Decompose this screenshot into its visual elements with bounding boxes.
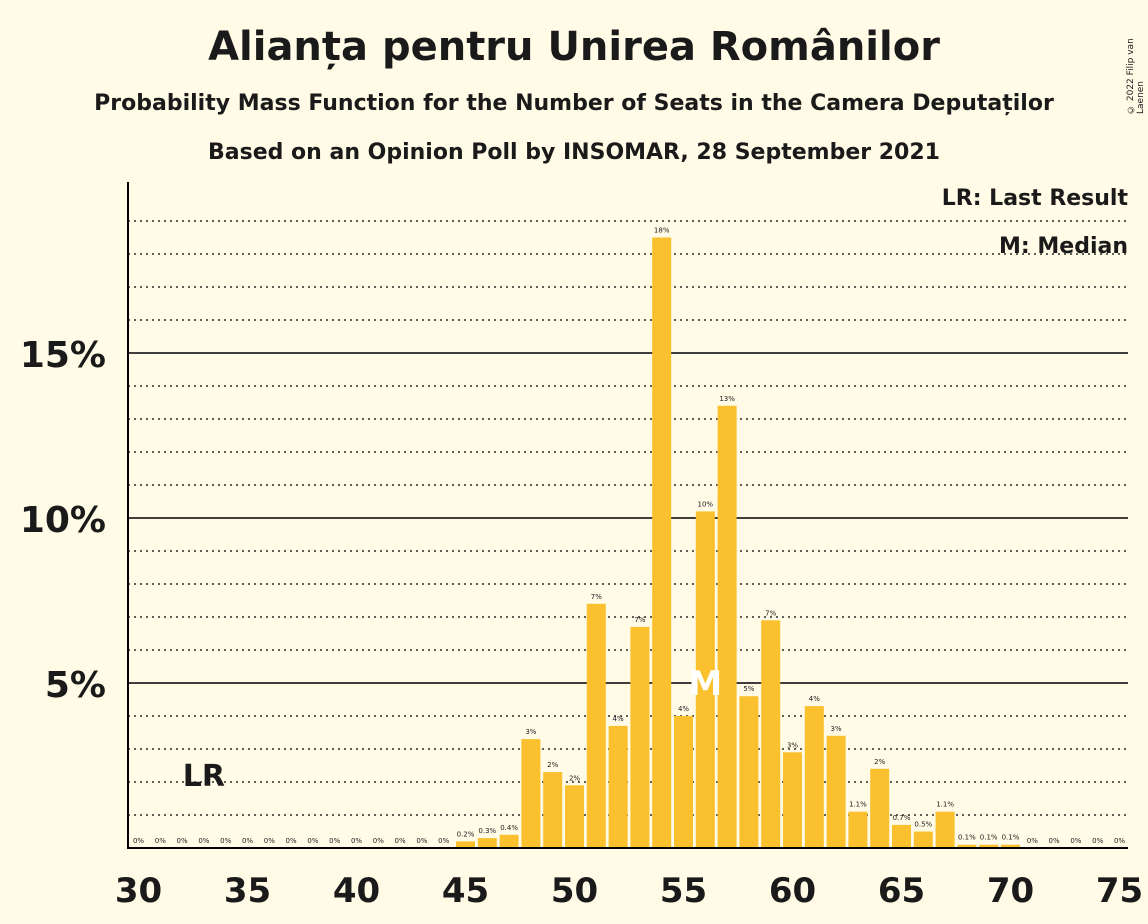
data-label: 2% xyxy=(547,761,558,769)
bar-seat-47 xyxy=(499,834,519,848)
data-label: 0% xyxy=(438,837,449,845)
data-label: 0.1% xyxy=(980,834,998,842)
x-tick-label: 35 xyxy=(224,871,271,911)
bar-seat-57 xyxy=(717,405,737,848)
data-label: 0% xyxy=(1092,837,1103,845)
data-label: 0.1% xyxy=(1002,834,1020,842)
data-label: 3% xyxy=(525,728,536,736)
data-label: 0% xyxy=(1027,837,1038,845)
bar-seat-59 xyxy=(761,620,781,848)
data-label: 2% xyxy=(874,758,885,766)
median-marker: M xyxy=(688,664,722,704)
bar-seat-58 xyxy=(739,696,759,848)
bar-seat-46 xyxy=(477,838,497,848)
data-label: 1.1% xyxy=(849,801,867,809)
bar-seat-51 xyxy=(586,603,606,848)
bar-seat-62 xyxy=(826,735,846,848)
bar-seat-56 xyxy=(695,511,715,848)
chart-subtitle-source: Based on an Opinion Poll by INSOMAR, 28 … xyxy=(208,140,940,165)
bar-seat-61 xyxy=(804,706,824,848)
data-label: 0% xyxy=(416,837,427,845)
data-label: 0% xyxy=(351,837,362,845)
data-label: 7% xyxy=(591,593,602,601)
bar-seat-65 xyxy=(892,824,911,848)
data-label: 4% xyxy=(613,715,624,723)
bar-seat-52 xyxy=(608,725,628,848)
data-label: 3% xyxy=(787,741,798,749)
x-tick-label: 40 xyxy=(333,871,380,911)
data-label: 0% xyxy=(373,837,384,845)
data-label: 18% xyxy=(654,227,670,235)
data-label: 0% xyxy=(1070,837,1081,845)
bar-seat-68 xyxy=(957,844,977,848)
legend-last-result: LR: Last Result xyxy=(941,186,1128,211)
bar-seat-66 xyxy=(913,831,933,848)
data-label: 0% xyxy=(242,837,253,845)
bar-seat-45 xyxy=(456,841,475,848)
data-label: 0.5% xyxy=(914,821,932,829)
x-tick-label: 30 xyxy=(115,871,162,911)
data-label: 2% xyxy=(569,774,580,782)
data-label: 0.3% xyxy=(478,827,496,835)
data-label: 0% xyxy=(286,837,297,845)
data-label: 4% xyxy=(678,705,689,713)
data-label: 0.4% xyxy=(500,824,518,832)
bar-seat-70 xyxy=(1001,844,1020,848)
data-label: 4% xyxy=(809,695,820,703)
x-tick-label: 65 xyxy=(878,871,925,911)
bar-seat-55 xyxy=(674,716,693,848)
bar-seat-63 xyxy=(848,811,868,848)
data-label: 7% xyxy=(765,609,776,617)
x-tick-label: 60 xyxy=(769,871,816,911)
data-label: 3% xyxy=(831,725,842,733)
data-label: 0.2% xyxy=(457,830,475,838)
legend-median: M: Median xyxy=(999,234,1128,259)
data-label: 0.7% xyxy=(893,814,911,822)
data-label: 0% xyxy=(1049,837,1060,845)
bar-seat-50 xyxy=(565,785,584,848)
data-label: 0% xyxy=(198,837,209,845)
x-tick-label: 45 xyxy=(442,871,489,911)
data-label: 0% xyxy=(307,837,318,845)
data-label: 13% xyxy=(719,395,735,403)
bar-seat-53 xyxy=(630,626,650,848)
data-label: 0.1% xyxy=(958,834,976,842)
data-label: 0% xyxy=(329,837,340,845)
bar-seat-69 xyxy=(979,844,999,848)
chart-subtitle: Probability Mass Function for the Number… xyxy=(94,91,1054,116)
data-label: 0% xyxy=(133,837,144,845)
data-label: 0% xyxy=(155,837,166,845)
data-label: 0% xyxy=(220,837,231,845)
x-tick-label: 50 xyxy=(551,871,598,911)
chart-title: Alianța pentru Unirea Românilor xyxy=(208,24,940,70)
data-label: 7% xyxy=(634,616,645,624)
bar-seat-60 xyxy=(783,752,802,848)
y-tick-label: 5% xyxy=(45,665,106,706)
data-label: 5% xyxy=(743,685,754,693)
bar-seat-64 xyxy=(870,768,890,848)
bar-seat-48 xyxy=(521,739,541,848)
data-label: 0% xyxy=(1114,837,1125,845)
data-label: 1.1% xyxy=(936,801,954,809)
bar-seat-67 xyxy=(935,811,955,848)
data-label: 0% xyxy=(395,837,406,845)
last-result-marker: LR xyxy=(183,759,225,794)
bar-seat-49 xyxy=(543,772,563,848)
x-tick-label: 70 xyxy=(987,871,1034,911)
x-tick-label: 55 xyxy=(660,871,707,911)
y-tick-label: 15% xyxy=(20,335,106,376)
data-label: 10% xyxy=(698,500,714,508)
x-tick-label: 75 xyxy=(1096,871,1143,911)
y-tick-label: 10% xyxy=(20,500,106,541)
data-label: 0% xyxy=(177,837,188,845)
data-label: 0% xyxy=(264,837,275,845)
bar-seat-54 xyxy=(652,237,672,848)
